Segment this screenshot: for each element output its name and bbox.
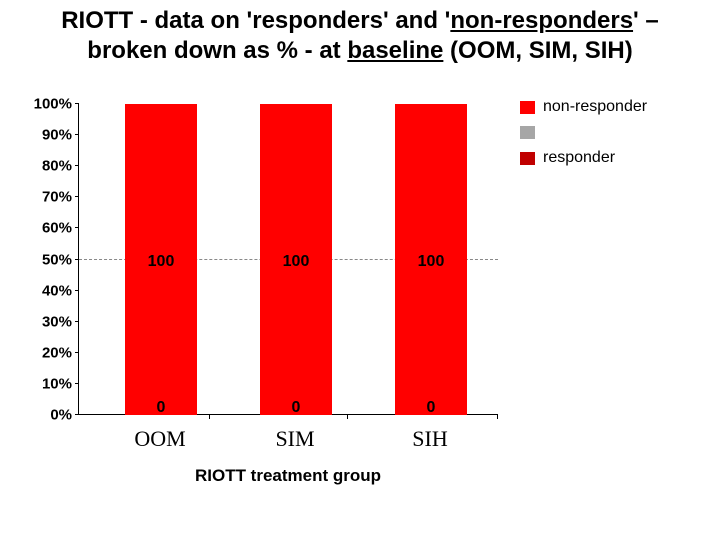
legend-label-responder: responder	[543, 149, 615, 167]
legend-swatch-extra	[520, 126, 535, 139]
legend-swatch-nonresponder	[520, 101, 535, 114]
datalabel-oom-nonresponder: 100	[125, 253, 197, 271]
title-line1-underlined: non-responders	[450, 7, 633, 34]
x-axis-title: RIOTT treatment group	[78, 466, 498, 486]
legend-swatch-responder	[520, 152, 535, 165]
title-line2-prefix: broken down as % - at	[87, 37, 347, 64]
ytickmark	[75, 321, 79, 322]
chart-area: 100 0 100 0 100 0 0% 10% 20% 3	[78, 92, 498, 457]
xlabel-sim: SIM	[245, 426, 345, 452]
bar-sim: 100 0	[260, 104, 332, 415]
ytick-80: 80%	[12, 158, 72, 175]
xlabel-sih: SIH	[380, 426, 480, 452]
ytick-10: 10%	[12, 375, 72, 392]
title-line2-suffix: (OOM, SIM, SIH)	[443, 37, 632, 64]
xtickmark	[347, 415, 348, 419]
ytick-100: 100%	[12, 96, 72, 113]
datalabel-sih-nonresponder: 100	[395, 253, 467, 271]
datalabel-sim-responder: 0	[260, 399, 332, 417]
datalabel-sih-responder: 0	[395, 399, 467, 417]
legend-item-responder: responder	[520, 149, 710, 167]
title-line1-prefix: RIOTT - data on 'responders' and '	[61, 7, 450, 34]
ytickmark	[75, 103, 79, 104]
ytick-60: 60%	[12, 220, 72, 237]
datalabel-oom-responder: 0	[125, 399, 197, 417]
xtickmark	[209, 415, 210, 419]
title-line1-suffix: ' –	[633, 7, 659, 34]
xtickmark	[497, 415, 498, 419]
ytickmark	[75, 227, 79, 228]
ytickmark	[75, 383, 79, 384]
ytickmark	[75, 134, 79, 135]
legend-item-nonresponder: non-responder	[520, 98, 710, 116]
title-line2-underlined: baseline	[347, 37, 443, 64]
legend: non-responder responder	[520, 98, 710, 177]
xlabel-oom: OOM	[110, 426, 210, 452]
legend-item-extra	[520, 126, 710, 139]
ytickmark	[75, 352, 79, 353]
bar-oom: 100 0	[125, 104, 197, 415]
datalabel-sim-nonresponder: 100	[260, 253, 332, 271]
ytickmark	[75, 414, 79, 415]
ytick-20: 20%	[12, 344, 72, 361]
legend-label-nonresponder: non-responder	[543, 98, 647, 116]
ytickmark	[75, 290, 79, 291]
ytick-90: 90%	[12, 127, 72, 144]
ytick-0: 0%	[12, 407, 72, 424]
plot-area: 100 0 100 0 100 0	[78, 104, 498, 415]
ytick-70: 70%	[12, 189, 72, 206]
ytickmark	[75, 165, 79, 166]
slide-title: RIOTT - data on 'responders' and 'non-re…	[0, 6, 720, 66]
ytick-30: 30%	[12, 313, 72, 330]
ytick-50: 50%	[12, 251, 72, 268]
ytickmark	[75, 196, 79, 197]
ytick-40: 40%	[12, 282, 72, 299]
bar-sih: 100 0	[395, 104, 467, 415]
slide: RIOTT - data on 'responders' and 'non-re…	[0, 0, 720, 540]
